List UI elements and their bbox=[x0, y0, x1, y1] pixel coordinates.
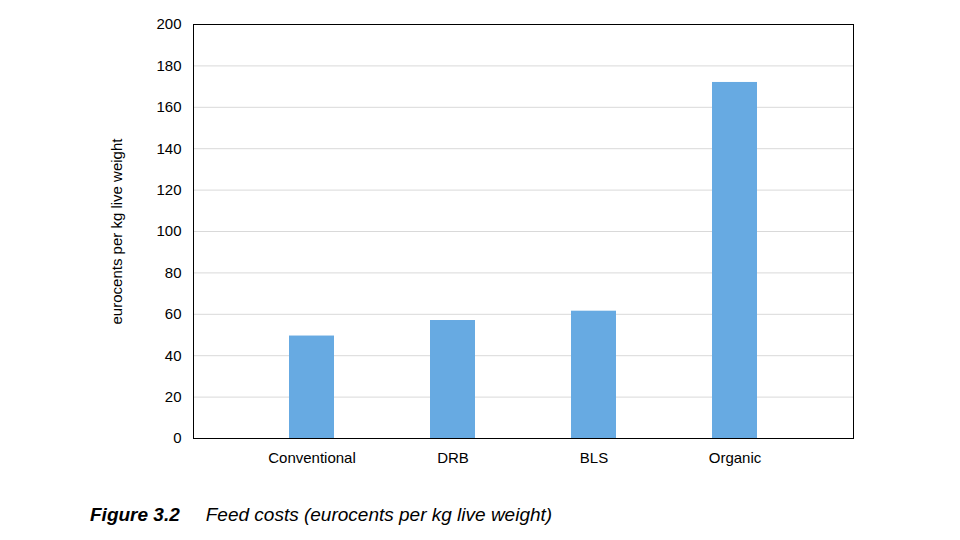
svg-text:140: 140 bbox=[156, 140, 181, 157]
html-text:Feed costs (eurocents per kg l: Feed costs (eurocents per kg live weight… bbox=[205, 504, 553, 525]
svg-text:Conventional: Conventional bbox=[268, 449, 356, 466]
html-text:Figure 3.2: Figure 3.2 bbox=[90, 504, 180, 525]
svg-text:eurocents per kg live weight: eurocents per kg live weight bbox=[108, 138, 125, 325]
svg-text:40: 40 bbox=[165, 347, 182, 364]
svg-text:0: 0 bbox=[173, 429, 181, 446]
svg-text:DRB: DRB bbox=[437, 449, 469, 466]
svg-text:Organic: Organic bbox=[709, 449, 762, 466]
svg-text:180: 180 bbox=[156, 57, 181, 74]
svg-text:200: 200 bbox=[156, 15, 181, 32]
svg-text:120: 120 bbox=[156, 181, 181, 198]
svg-text:160: 160 bbox=[156, 98, 181, 115]
svg-text:BLS: BLS bbox=[580, 449, 608, 466]
svg-text:80: 80 bbox=[165, 264, 182, 281]
svg-text:100: 100 bbox=[156, 222, 181, 239]
svg-text:60: 60 bbox=[165, 305, 182, 322]
svg-text:20: 20 bbox=[165, 388, 182, 405]
